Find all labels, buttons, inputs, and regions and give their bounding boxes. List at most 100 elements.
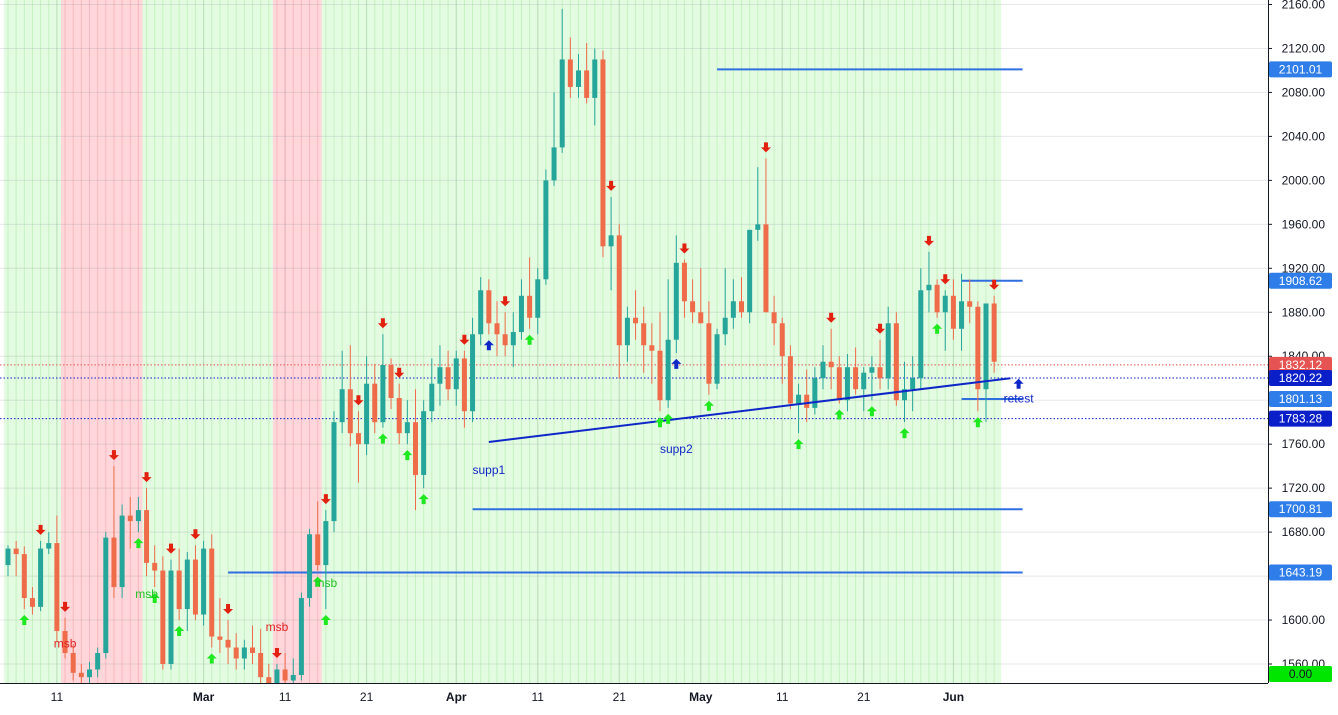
- candle-body: [934, 284, 940, 313]
- support-trendline: [488, 377, 1011, 443]
- candle-body: [730, 301, 736, 318]
- candle-body: [771, 312, 777, 324]
- price-tick-label: 1880.00: [1282, 305, 1326, 319]
- time-axis-label: Jun: [943, 690, 964, 704]
- candlesticks[interactable]: [5, 8, 997, 700]
- down-arrow-icon: [377, 318, 388, 329]
- down-arrow-icon: [271, 648, 282, 658]
- bg-zone-red: [60, 0, 143, 683]
- down-arrow-icon: [353, 395, 364, 406]
- candle-body: [372, 383, 378, 423]
- candle-body: [331, 422, 337, 522]
- down-arrow-icon: [459, 334, 470, 345]
- candle-body: [804, 394, 810, 408]
- horizontal-level-lines[interactable]: [0, 68, 1268, 574]
- price-tick-label: 1760.00: [1282, 437, 1326, 451]
- candle-body: [918, 290, 924, 379]
- up-arrow-icon: [206, 653, 217, 664]
- up-arrow-icon: [133, 538, 144, 549]
- down-arrow-icon: [141, 472, 152, 483]
- candle-body: [616, 235, 622, 346]
- candle-body: [885, 323, 891, 379]
- candle-body: [225, 639, 231, 648]
- candle-body: [5, 548, 11, 566]
- price-tick-label: 1960.00: [1282, 217, 1326, 231]
- price-tag-label: 1832.12: [1279, 358, 1323, 372]
- candle-body: [152, 562, 158, 571]
- candle-body: [690, 301, 696, 313]
- candle-body: [633, 317, 639, 324]
- price-tick-label: 1920.00: [1282, 261, 1326, 275]
- candle-body: [698, 312, 704, 324]
- price-axis-background: [1268, 0, 1338, 710]
- candle-body: [209, 548, 215, 637]
- candle-body: [902, 389, 907, 401]
- candle-body: [13, 548, 19, 555]
- candle-body: [119, 515, 125, 588]
- candle-body: [959, 301, 965, 329]
- candle-body: [494, 323, 500, 335]
- price-tick-label: 1720.00: [1282, 481, 1326, 495]
- up-arrow-icon: [655, 417, 665, 428]
- candle-body: [527, 295, 533, 318]
- down-arrow-icon: [166, 543, 176, 554]
- candle-body: [600, 59, 606, 247]
- candle-body: [298, 598, 304, 675]
- candle-body: [926, 284, 932, 291]
- price-tag-box: [1269, 272, 1332, 289]
- zero-tag-label: 0.00: [1289, 667, 1313, 681]
- candle-body: [404, 422, 410, 434]
- annotation-label: msb: [266, 620, 289, 634]
- candle-body: [38, 548, 44, 607]
- candle-body: [576, 70, 581, 87]
- candle-body: [421, 411, 427, 475]
- signal-arrows: [19, 142, 1024, 664]
- up-arrow-icon: [932, 323, 943, 334]
- candle-body: [535, 279, 541, 318]
- candle-body: [747, 229, 753, 313]
- price-tag-label: 1820.22: [1279, 371, 1323, 385]
- up-arrow-icon: [524, 334, 535, 345]
- candle-body: [144, 510, 150, 563]
- candle-body: [160, 570, 166, 664]
- candle-body: [543, 180, 549, 280]
- candle-body: [942, 295, 948, 313]
- candle-body: [290, 674, 296, 681]
- candle-body: [282, 669, 288, 681]
- up-arrow-icon: [174, 626, 185, 637]
- candle-body: [641, 323, 647, 346]
- candle-body: [241, 647, 247, 659]
- up-arrow-icon: [19, 615, 30, 626]
- down-arrow-icon: [989, 279, 1000, 290]
- candle-body: [510, 332, 516, 346]
- bg-zone-red: [272, 0, 322, 683]
- up-arrow-icon: [663, 413, 674, 424]
- time-axis-label: 21: [613, 690, 627, 704]
- support-arrow-icon: [1013, 378, 1024, 389]
- trendline-layer[interactable]: [488, 377, 1011, 443]
- candle-body: [274, 669, 280, 689]
- down-arrow-icon: [60, 601, 71, 612]
- candle-body: [470, 334, 476, 412]
- price-tag-box: [1269, 61, 1332, 78]
- candle-body: [478, 290, 484, 335]
- price-tag-label: 1700.81: [1279, 502, 1323, 516]
- price-tag-box: [1269, 390, 1332, 407]
- candle-body: [192, 559, 198, 615]
- up-arrow-icon: [703, 400, 714, 411]
- candle-body: [21, 554, 27, 599]
- support-arrow-icon: [671, 358, 682, 369]
- price-tag-label: 1908.62: [1279, 274, 1323, 288]
- candle-body: [681, 262, 687, 302]
- candle-body: [828, 361, 834, 368]
- candle-body: [233, 647, 239, 659]
- candle-body: [445, 367, 451, 390]
- time-axis-label: 11: [51, 690, 64, 704]
- price-tag-label: 1783.28: [1279, 412, 1323, 426]
- time-axis-background: [0, 683, 1338, 710]
- candle-body: [127, 515, 133, 522]
- candle-body: [779, 323, 785, 357]
